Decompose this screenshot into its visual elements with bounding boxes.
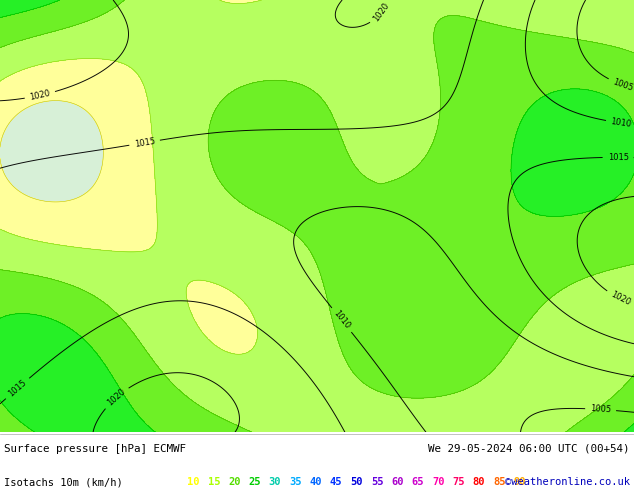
Text: 75: 75 — [453, 477, 465, 487]
Text: 50: 50 — [351, 477, 363, 487]
Text: We 29-05-2024 06:00 UTC (00+54): We 29-05-2024 06:00 UTC (00+54) — [428, 444, 630, 454]
Text: 1015: 1015 — [6, 378, 29, 399]
Text: 90: 90 — [514, 477, 526, 487]
Text: 1005: 1005 — [611, 77, 634, 93]
Text: 1010: 1010 — [611, 117, 632, 129]
Text: 1020: 1020 — [105, 387, 127, 408]
Text: 15: 15 — [207, 477, 220, 487]
Text: 80: 80 — [473, 477, 485, 487]
Text: 35: 35 — [289, 477, 302, 487]
Text: 1010: 1010 — [332, 309, 352, 331]
Text: 1015: 1015 — [134, 137, 156, 149]
Text: 85: 85 — [493, 477, 506, 487]
Text: 1020: 1020 — [372, 0, 391, 23]
Text: Isotachs 10m (km/h): Isotachs 10m (km/h) — [4, 477, 123, 487]
Text: 1020: 1020 — [609, 290, 632, 308]
Text: ©weatheronline.co.uk: ©weatheronline.co.uk — [505, 477, 630, 487]
Text: Surface pressure [hPa] ECMWF: Surface pressure [hPa] ECMWF — [4, 444, 186, 454]
Text: 70: 70 — [432, 477, 444, 487]
Text: 10: 10 — [187, 477, 200, 487]
Text: 45: 45 — [330, 477, 342, 487]
Text: 1015: 1015 — [607, 153, 629, 162]
Text: 1005: 1005 — [590, 404, 611, 415]
Text: 60: 60 — [391, 477, 404, 487]
Text: 20: 20 — [228, 477, 240, 487]
Text: 40: 40 — [309, 477, 322, 487]
Text: 25: 25 — [249, 477, 261, 487]
Text: 1020: 1020 — [29, 89, 51, 102]
Text: 30: 30 — [269, 477, 281, 487]
Text: 55: 55 — [371, 477, 384, 487]
Text: 65: 65 — [411, 477, 424, 487]
